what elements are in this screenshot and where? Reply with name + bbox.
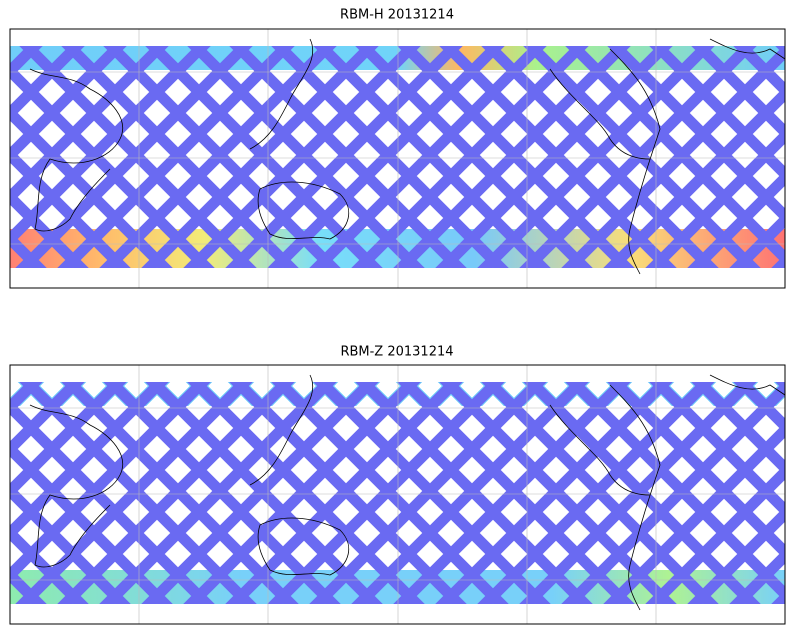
panel-title: RBM-Z 20131214	[340, 345, 453, 360]
panel-title: RBM-H 20131214	[340, 8, 454, 23]
map-panel	[9, 28, 786, 289]
map-frame	[9, 364, 786, 625]
map-panel	[9, 364, 786, 625]
gridlines	[10, 365, 785, 624]
map-frame	[9, 28, 786, 289]
gridlines	[10, 29, 785, 288]
track-lattice	[10, 382, 785, 604]
track-lattice	[10, 46, 785, 268]
